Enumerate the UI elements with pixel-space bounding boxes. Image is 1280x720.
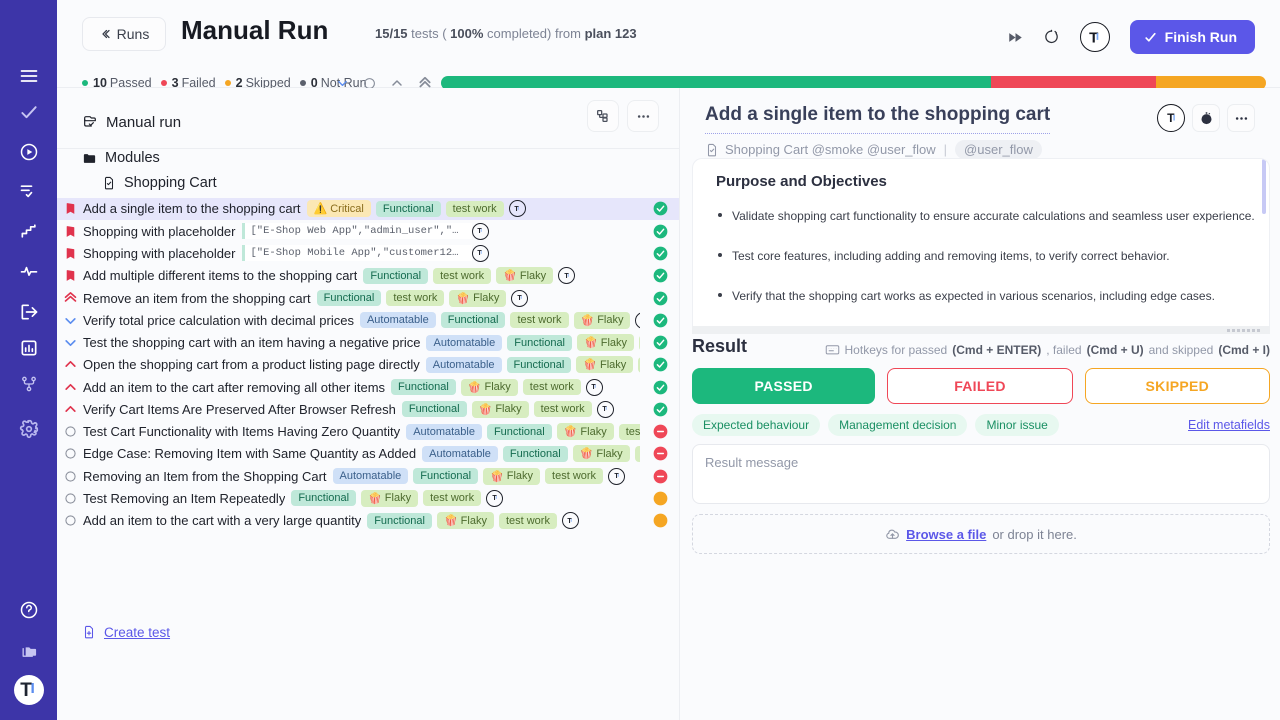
- svg-text:T: T: [564, 272, 569, 280]
- svg-text:T: T: [568, 517, 573, 525]
- svg-text:T: T: [492, 495, 497, 503]
- svg-text:T: T: [515, 205, 520, 213]
- svg-text:T: T: [603, 405, 608, 413]
- svg-text:T: T: [592, 383, 597, 391]
- svg-text:T: T: [477, 250, 482, 258]
- svg-text:T: T: [20, 680, 32, 701]
- svg-text:T: T: [614, 472, 619, 480]
- svg-text:T: T: [517, 294, 522, 302]
- svg-text:T: T: [477, 227, 482, 235]
